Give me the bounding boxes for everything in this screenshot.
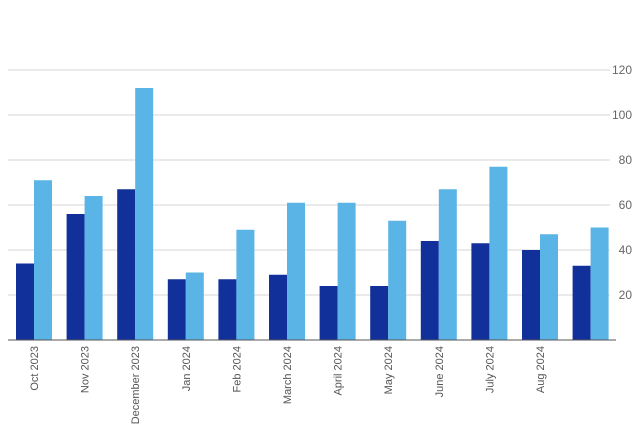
bar-series1-0: Oct 2023: 34 <box>16 263 34 340</box>
x-tick-label: July 2024 <box>484 346 496 393</box>
y-tick-label: 40 <box>619 243 633 257</box>
bar-series1-1: Nov 2023: 56 <box>66 214 85 340</box>
bar-series2-6: April 2024: 61 <box>337 202 356 340</box>
x-tick-label: December 2023 <box>130 346 142 424</box>
y-tick-label: 20 <box>619 288 633 302</box>
bar-series1-8: June 2024: 44 <box>420 241 439 340</box>
y-tick-label: 60 <box>619 198 633 212</box>
bar-series1-11: Category 12: 33 <box>572 265 591 340</box>
bar-series2-3: Jan 2024: 30 <box>185 272 204 340</box>
x-tick-label: Feb 2024 <box>231 346 243 392</box>
bar-series2-0: Oct 2023: 71 <box>34 180 52 340</box>
bar-series1-6: April 2024: 24 <box>319 286 338 340</box>
x-tick-label: March 2024 <box>282 346 294 404</box>
bar-series1-9: July 2024: 43 <box>471 243 490 340</box>
bar-series2-7: May 2024: 53 <box>388 220 407 340</box>
bar-series2-10: Aug 2024: 47 <box>540 234 558 340</box>
bar-series2-8: June 2024: 67 <box>438 189 457 340</box>
x-tick-label: April 2024 <box>333 346 345 396</box>
bar-series1-3: Jan 2024: 27 <box>167 279 186 340</box>
bar-series2-2: December 2023: 112 <box>135 88 154 340</box>
bar-series2-4: Feb 2024: 49 <box>236 229 255 340</box>
x-tick-label: Aug 2024 <box>535 346 547 393</box>
y-tick-label: 120 <box>612 63 632 77</box>
bar-series2-1: Nov 2023: 64 <box>84 196 103 340</box>
y-tick-label: 100 <box>612 108 632 122</box>
y-tick-label: 80 <box>619 153 633 167</box>
bar-series1-4: Feb 2024: 27 <box>218 279 237 340</box>
bar-series1-2: December 2023: 67 <box>117 189 136 340</box>
x-axis-labels: Oct 2023 Nov 2023 December 2023 Jan 2024 Feb… <box>29 346 547 424</box>
x-tick-label: Jan 2024 <box>181 346 193 391</box>
bar-series2-9: July 2024: 77 <box>489 166 508 340</box>
bar-series1-10: Aug 2024: 40 <box>522 250 540 340</box>
x-tick-label: Oct 2023 <box>29 346 41 391</box>
bar-series2-11: Category 12: 50 <box>590 227 609 340</box>
y-axis-tick-labels: 20 40 60 80 100 120 <box>612 63 632 302</box>
bar-series2-5: March 2024: 61 <box>287 202 305 340</box>
bar-series1-7: May 2024: 24 <box>370 286 389 340</box>
x-tick-label: June 2024 <box>434 346 446 397</box>
bars: Oct 2023: 34Oct 2023: 71 Nov 2023: 56Nov … <box>16 88 609 340</box>
x-tick-label: Nov 2023 <box>80 346 92 393</box>
bar-series1-5: March 2024: 29 <box>269 274 287 340</box>
x-tick-label: May 2024 <box>383 346 395 394</box>
gridlines <box>8 69 610 296</box>
